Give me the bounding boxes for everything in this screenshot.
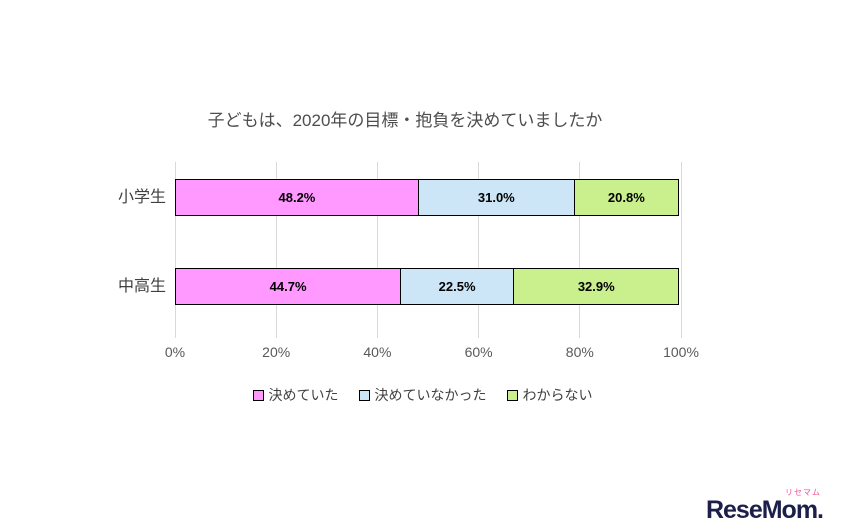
bar-segment: 32.9% [513,268,680,305]
bar-segment-label: 48.2% [278,190,316,205]
gridline [680,162,682,338]
legend-item: 決めていた [252,385,339,405]
chart-legend: 決めていた 決めていなかった わからない [0,385,845,405]
x-tick-label: 60% [464,344,493,360]
legend-swatch [358,389,370,401]
bar-segment: 48.2% [175,179,419,216]
gridline [275,162,277,338]
resemom-logo: リセマム ReseMom. [705,488,824,524]
logo-main-text: ReseMom. [705,496,824,524]
legend-swatch [506,389,518,401]
x-tick-label: 0% [164,344,186,360]
gridline [376,162,378,338]
bar-segment-label: 32.9% [577,279,615,294]
x-tick-label: 40% [363,344,392,360]
gridline [174,162,176,338]
x-tick-label: 80% [565,344,594,360]
bar-row: 44.7% 22.5% 32.9% [175,268,681,305]
legend-label: 決めていた [268,387,339,403]
x-tick-label: 100% [663,344,699,360]
bar-segment: 22.5% [400,268,515,305]
bar-segment-label: 31.0% [477,190,515,205]
bar-segment: 44.7% [175,268,402,305]
category-label: 中高生 [117,277,166,295]
legend-swatch [252,389,264,401]
x-axis: 0% 20% 40% 60% 80% 100% [165,344,699,364]
bar-segment: 20.8% [573,179,679,216]
bar-segment-label: 44.7% [269,279,307,294]
gridline [579,162,581,338]
logo-ruby-text: リセマム [785,488,821,497]
gridline [478,162,480,338]
bar-segment-label: 22.5% [438,279,476,294]
legend-label: わからない [522,387,593,403]
legend-item: わからない [506,385,593,405]
bar-row: 48.2% 31.0% 20.8% [175,179,681,216]
legend-item: 決めていなかった [358,385,487,405]
bar-segment-label: 20.8% [607,190,645,205]
category-label: 小学生 [117,188,166,206]
x-tick-label: 20% [262,344,291,360]
plot-area: 48.2% 31.0% 20.8% 44.7% 22.5% 32.9% [174,160,682,338]
bar-segment: 31.0% [417,179,575,216]
chart-title: 子どもは、2020年の目標・抱負を決めていましたか [207,111,603,130]
legend-label: 決めていなかった [374,387,487,403]
